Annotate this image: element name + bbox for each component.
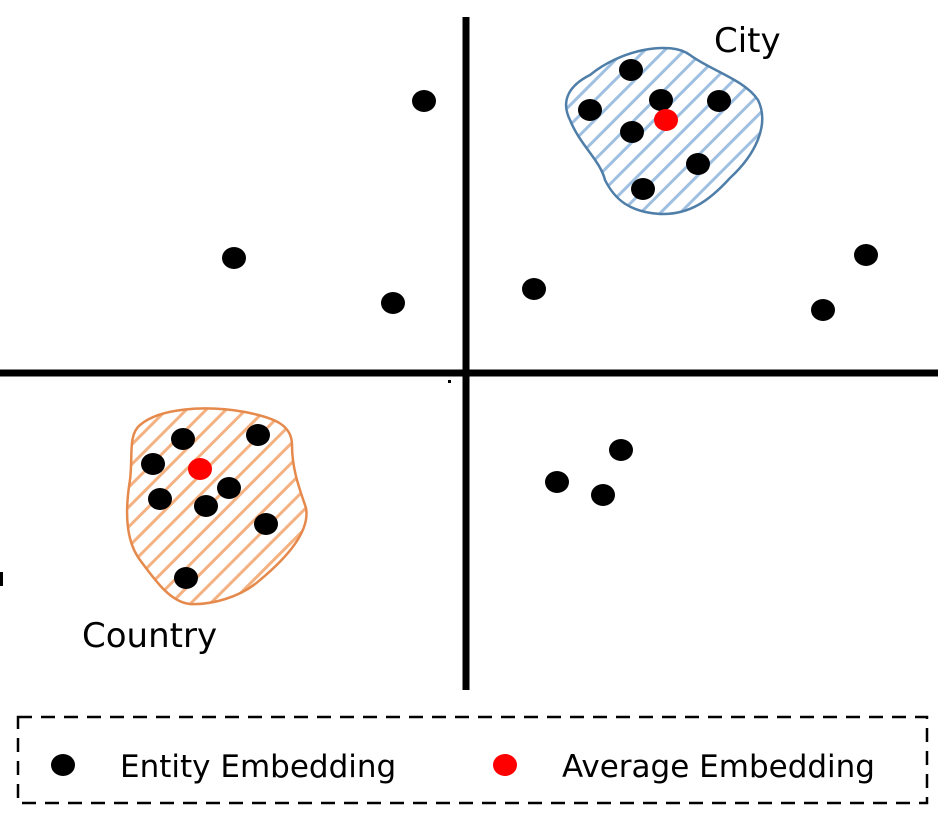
city-cluster-region (564, 46, 764, 216)
legend-entity-label: Entity Embedding (120, 749, 396, 785)
entity-point (522, 278, 546, 300)
entity-point (631, 178, 655, 200)
entity-point (578, 99, 602, 121)
entity-point (412, 90, 436, 112)
entity-points (141, 59, 878, 589)
legend-box (16, 715, 929, 805)
legend-average-label: Average Embedding (562, 749, 875, 785)
axis-origin-tick (448, 380, 451, 383)
entity-point (545, 471, 569, 493)
entity-point (854, 244, 878, 266)
entity-point (217, 477, 241, 499)
entity-point (174, 567, 198, 589)
entity-point (222, 247, 246, 269)
entity-point (609, 439, 633, 461)
entity-point (707, 90, 731, 112)
entity-point (141, 453, 165, 475)
entity-point (254, 513, 278, 535)
entity-point (649, 89, 673, 111)
legend: Entity Embedding Average Embedding (16, 715, 929, 805)
entity-point (811, 299, 835, 321)
entity-point (381, 292, 405, 314)
entity-point (591, 484, 615, 506)
entity-point (171, 428, 195, 450)
entity-point (620, 121, 644, 143)
entity-point (619, 59, 643, 81)
legend-entity-marker (51, 754, 75, 776)
legend-average-marker (493, 754, 517, 776)
city-average-point (654, 109, 678, 131)
country-label: Country (82, 616, 217, 656)
left-edge-tick (0, 572, 3, 586)
entity-point (148, 488, 172, 510)
city-label: City (714, 21, 781, 61)
entity-point (246, 424, 270, 446)
country-average-point (188, 458, 212, 480)
entity-point (194, 495, 218, 517)
entity-point (686, 153, 710, 175)
